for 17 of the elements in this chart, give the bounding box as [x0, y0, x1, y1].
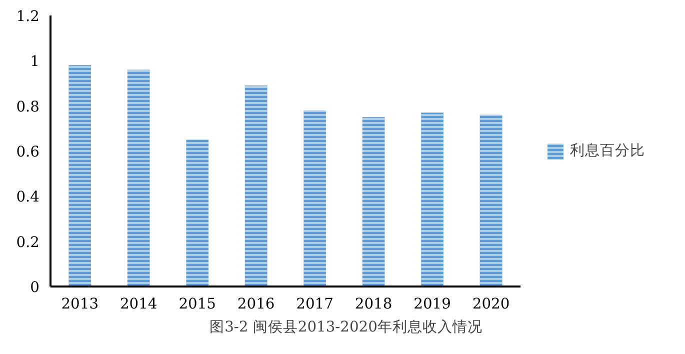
y-tick-label: 0.6 [16, 144, 40, 160]
y-tick-label: 1 [30, 53, 40, 70]
legend-label: 利息百分比 [570, 141, 645, 160]
x-tick-label: 2013 [61, 296, 99, 312]
y-tick-label: 0 [30, 279, 40, 296]
x-tick-label: 2018 [354, 296, 392, 312]
y-tick-label: 0.8 [16, 98, 40, 116]
x-tick-label: 2016 [237, 296, 275, 312]
x-tick-label: 2017 [296, 296, 334, 312]
x-tick-label: 2014 [120, 296, 158, 312]
x-tick-label: 2015 [178, 296, 216, 312]
y-tick-label: 1.2 [16, 8, 40, 25]
x-tick-label: 2019 [414, 296, 451, 312]
y-tick-label: 0.4 [16, 188, 40, 206]
y-tick-label: 0.2 [16, 234, 40, 251]
x-tick-label: 2020 [472, 296, 510, 312]
text: 图3-2 闽侯县2013-2020年利息收入情况 [210, 318, 482, 336]
